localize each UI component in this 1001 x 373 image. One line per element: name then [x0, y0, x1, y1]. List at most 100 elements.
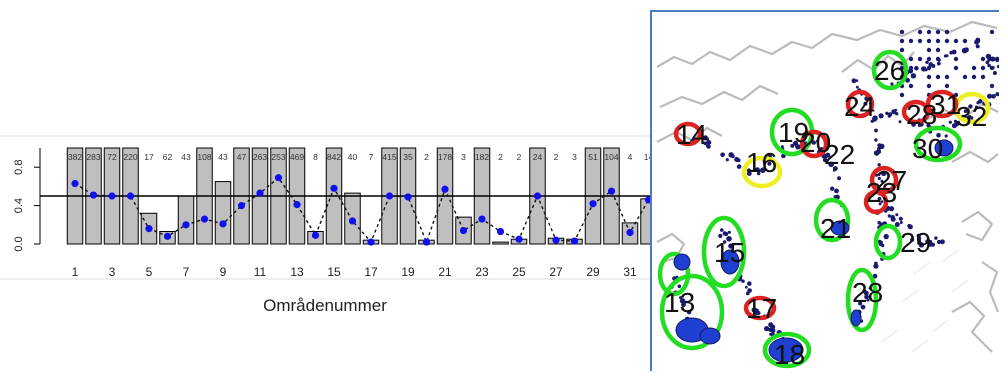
observation-dot — [935, 47, 941, 53]
point-6 — [163, 232, 172, 240]
observation-dot — [768, 322, 774, 328]
observation-dot — [866, 298, 870, 302]
observation-dot — [725, 158, 729, 162]
point-31 — [626, 228, 634, 237]
x-tick-label: 5 — [146, 265, 153, 279]
point-28 — [570, 237, 579, 245]
observation-dot — [890, 82, 894, 86]
observation-dot — [760, 167, 766, 173]
observation-dot — [899, 47, 905, 53]
observation-dot — [736, 164, 742, 169]
observation-dot — [702, 135, 708, 141]
observation-dot — [921, 66, 927, 72]
point-24 — [496, 227, 505, 236]
observation-dot — [926, 83, 932, 89]
bar-count-label: 51 — [588, 152, 598, 162]
observation-dot — [985, 53, 992, 60]
observation-dot — [908, 65, 914, 71]
observation-dot — [975, 44, 980, 49]
observation-dot — [790, 143, 795, 148]
observation-dot — [989, 83, 995, 89]
observation-dot — [878, 240, 883, 245]
x-tick-label: 1 — [72, 265, 79, 279]
region-outline-21 — [813, 197, 851, 243]
region-label-13: 13 — [664, 287, 695, 318]
observation-dot — [890, 216, 896, 222]
observation-dot — [953, 65, 959, 71]
observation-dot — [837, 176, 842, 181]
point-4 — [126, 192, 135, 200]
bar-32 — [640, 198, 650, 245]
point-17 — [367, 238, 375, 246]
region-label-18: 18 — [774, 339, 805, 370]
observation-dot — [744, 285, 748, 289]
observation-dot — [917, 38, 923, 44]
observation-dot — [926, 74, 932, 80]
region-outline-24 — [845, 89, 875, 119]
x-tick-label: 3 — [109, 265, 116, 279]
point-8 — [200, 215, 209, 223]
x-tick-label: 27 — [549, 265, 563, 279]
region-label-24: 24 — [844, 91, 875, 122]
region-label-28: 28 — [906, 99, 937, 130]
observation-dot — [935, 29, 941, 35]
observation-dot — [731, 154, 735, 159]
bar-count-label: 43 — [181, 152, 191, 162]
bar-count-label: 7 — [369, 152, 374, 162]
observation-dot — [860, 304, 866, 310]
observation-dot — [864, 294, 869, 300]
observation-dot — [944, 74, 950, 80]
point-9 — [219, 220, 227, 228]
observation-dot — [751, 307, 757, 313]
observation-dot — [953, 38, 959, 44]
x-tick-label: 7 — [183, 265, 190, 279]
region-label-22: 22 — [824, 139, 855, 170]
region-outline-13 — [659, 273, 725, 351]
observation-dot — [895, 213, 899, 217]
observation-dot — [815, 139, 819, 143]
region-outline-28b — [873, 223, 903, 261]
observation-dot — [885, 111, 889, 116]
point-19 — [404, 193, 412, 201]
region-outline-27 — [869, 165, 899, 195]
region-label-27: 27 — [876, 165, 907, 196]
bar-count-label: 104 — [604, 152, 618, 162]
point-21 — [441, 185, 449, 193]
observation-dot — [944, 38, 950, 44]
observation-dot — [918, 242, 925, 248]
point-18 — [385, 192, 394, 200]
bar-count-label: 14 — [644, 152, 650, 162]
bar-count-label: 40 — [348, 152, 358, 162]
observation-dot — [877, 163, 881, 167]
observation-dot — [907, 224, 913, 230]
observation-dot — [768, 327, 773, 332]
observation-dot — [977, 39, 981, 43]
observation-dot — [720, 152, 725, 158]
observation-dot — [899, 38, 905, 44]
observation-dot — [910, 237, 915, 242]
region-outline-17 — [743, 295, 777, 321]
x-tick-label: 25 — [512, 265, 526, 279]
observation-dot — [989, 65, 995, 71]
point-29 — [589, 200, 597, 208]
map-panel: 13 14 15 16 17 18 19 20 21 22 23 24 26 27 28 28 29 30 31 32 — [650, 10, 999, 371]
observation-dot — [953, 119, 958, 123]
observation-dot — [873, 150, 880, 156]
observation-dot — [917, 29, 923, 35]
point-1 — [71, 179, 79, 188]
bar-count-label: 182 — [475, 152, 489, 162]
bar-count-label: 2 — [424, 152, 429, 162]
observation-dot — [764, 326, 770, 332]
observation-dot — [881, 172, 885, 176]
observation-dot — [703, 141, 707, 146]
observation-dot — [756, 171, 761, 176]
bar-9 — [214, 181, 232, 245]
observation-dot — [997, 64, 999, 69]
observation-dot — [747, 281, 752, 286]
point-2 — [89, 191, 98, 199]
observation-dot — [926, 65, 932, 71]
bar-count-labels: 382 283 72 220 17 62 43 108 43 47 263 253 469 8 842 40 7… — [68, 152, 650, 162]
observation-dot — [706, 144, 711, 149]
bar-count-label: 842 — [327, 152, 341, 162]
